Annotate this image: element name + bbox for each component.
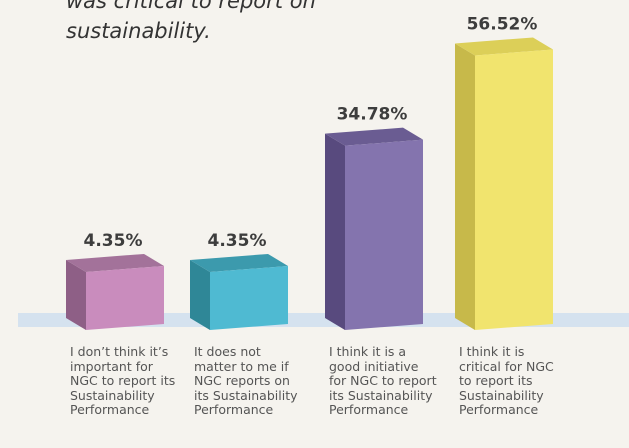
category-label: It does not matter to me if NGC reports … <box>194 344 298 417</box>
category-label: I think it is critical for NGC to report… <box>459 344 554 417</box>
bar <box>86 265 164 330</box>
value-label: 56.52% <box>467 14 538 34</box>
bar-side <box>190 259 210 330</box>
bar <box>210 265 288 330</box>
bar-top <box>190 253 288 272</box>
value-label: 4.35% <box>84 231 143 251</box>
bar-top <box>325 127 423 146</box>
chart-title: was critical to report on sustainability… <box>66 0 316 43</box>
value-label: 4.35% <box>208 231 267 251</box>
bar-top <box>455 37 553 56</box>
category-label: I don’t think it’s important for NGC to … <box>70 344 176 417</box>
bar-side <box>455 43 475 330</box>
bar-top <box>66 253 164 272</box>
category-label: I think it is a good initiative for NGC … <box>329 344 437 417</box>
bar-side <box>66 259 86 330</box>
value-label: 34.78% <box>337 105 408 125</box>
bar-side <box>325 133 345 330</box>
bar <box>475 49 553 330</box>
bar <box>345 139 423 330</box>
